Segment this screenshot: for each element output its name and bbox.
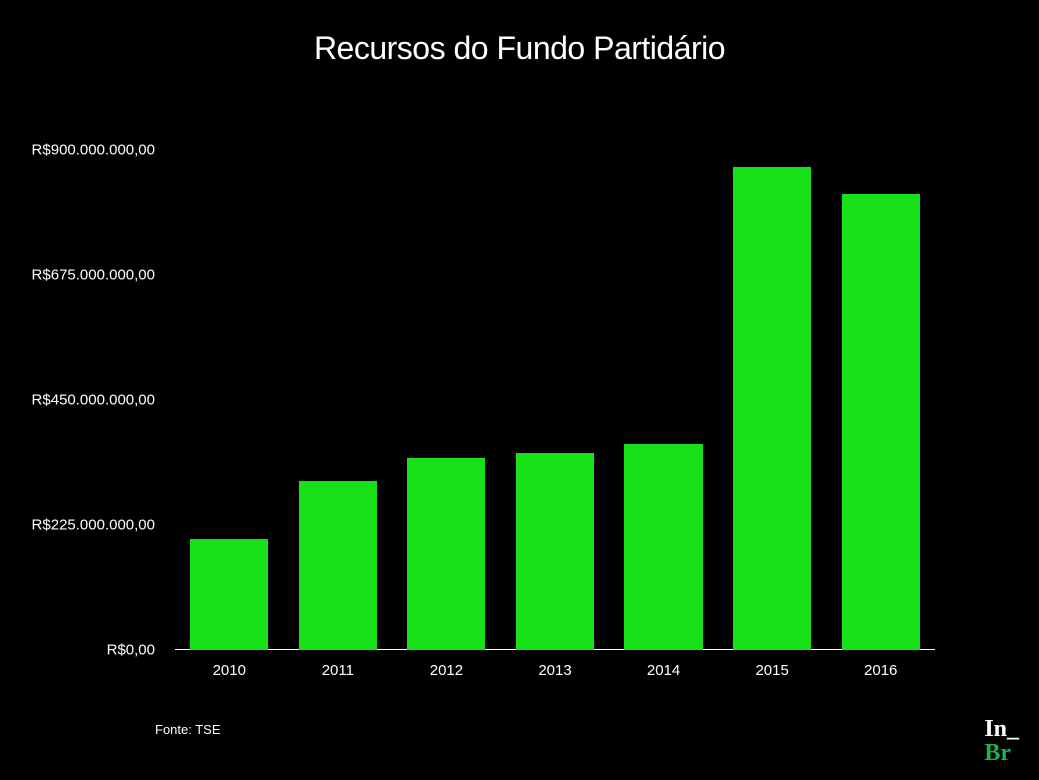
x-tick-label: 2015	[755, 662, 788, 679]
chart-title: Recursos do Fundo Partidário	[0, 30, 1039, 67]
y-tick-label: R$225.000.000,00	[32, 517, 155, 534]
x-tick-label: 2016	[864, 662, 897, 679]
x-axis: 2010 2011 2012 2013 2014 2015 2016	[175, 650, 935, 690]
publisher-logo: In_ Br	[984, 717, 1019, 765]
chart-plot-area	[175, 150, 935, 650]
bar	[190, 539, 268, 650]
logo-line-1: In_	[984, 717, 1019, 741]
bar	[299, 481, 377, 650]
y-tick-label: R$675.000.000,00	[32, 267, 155, 284]
bar	[624, 444, 702, 650]
x-tick-label: 2012	[430, 662, 463, 679]
bar	[407, 458, 485, 650]
bar	[842, 194, 920, 650]
source-label: Fonte: TSE	[155, 722, 221, 737]
bar	[516, 453, 594, 650]
x-tick-label: 2014	[647, 662, 680, 679]
logo-line-2: Br	[984, 741, 1019, 765]
y-tick-label: R$450.000.000,00	[32, 392, 155, 409]
y-tick-label: R$0,00	[107, 642, 155, 659]
x-tick-label: 2013	[538, 662, 571, 679]
x-tick-label: 2011	[322, 662, 354, 679]
y-tick-label: R$900.000.000,00	[32, 142, 155, 159]
bar	[733, 167, 811, 650]
y-axis: R$0,00R$225.000.000,00R$450.000.000,00R$…	[0, 150, 165, 650]
x-tick-label: 2010	[213, 662, 246, 679]
